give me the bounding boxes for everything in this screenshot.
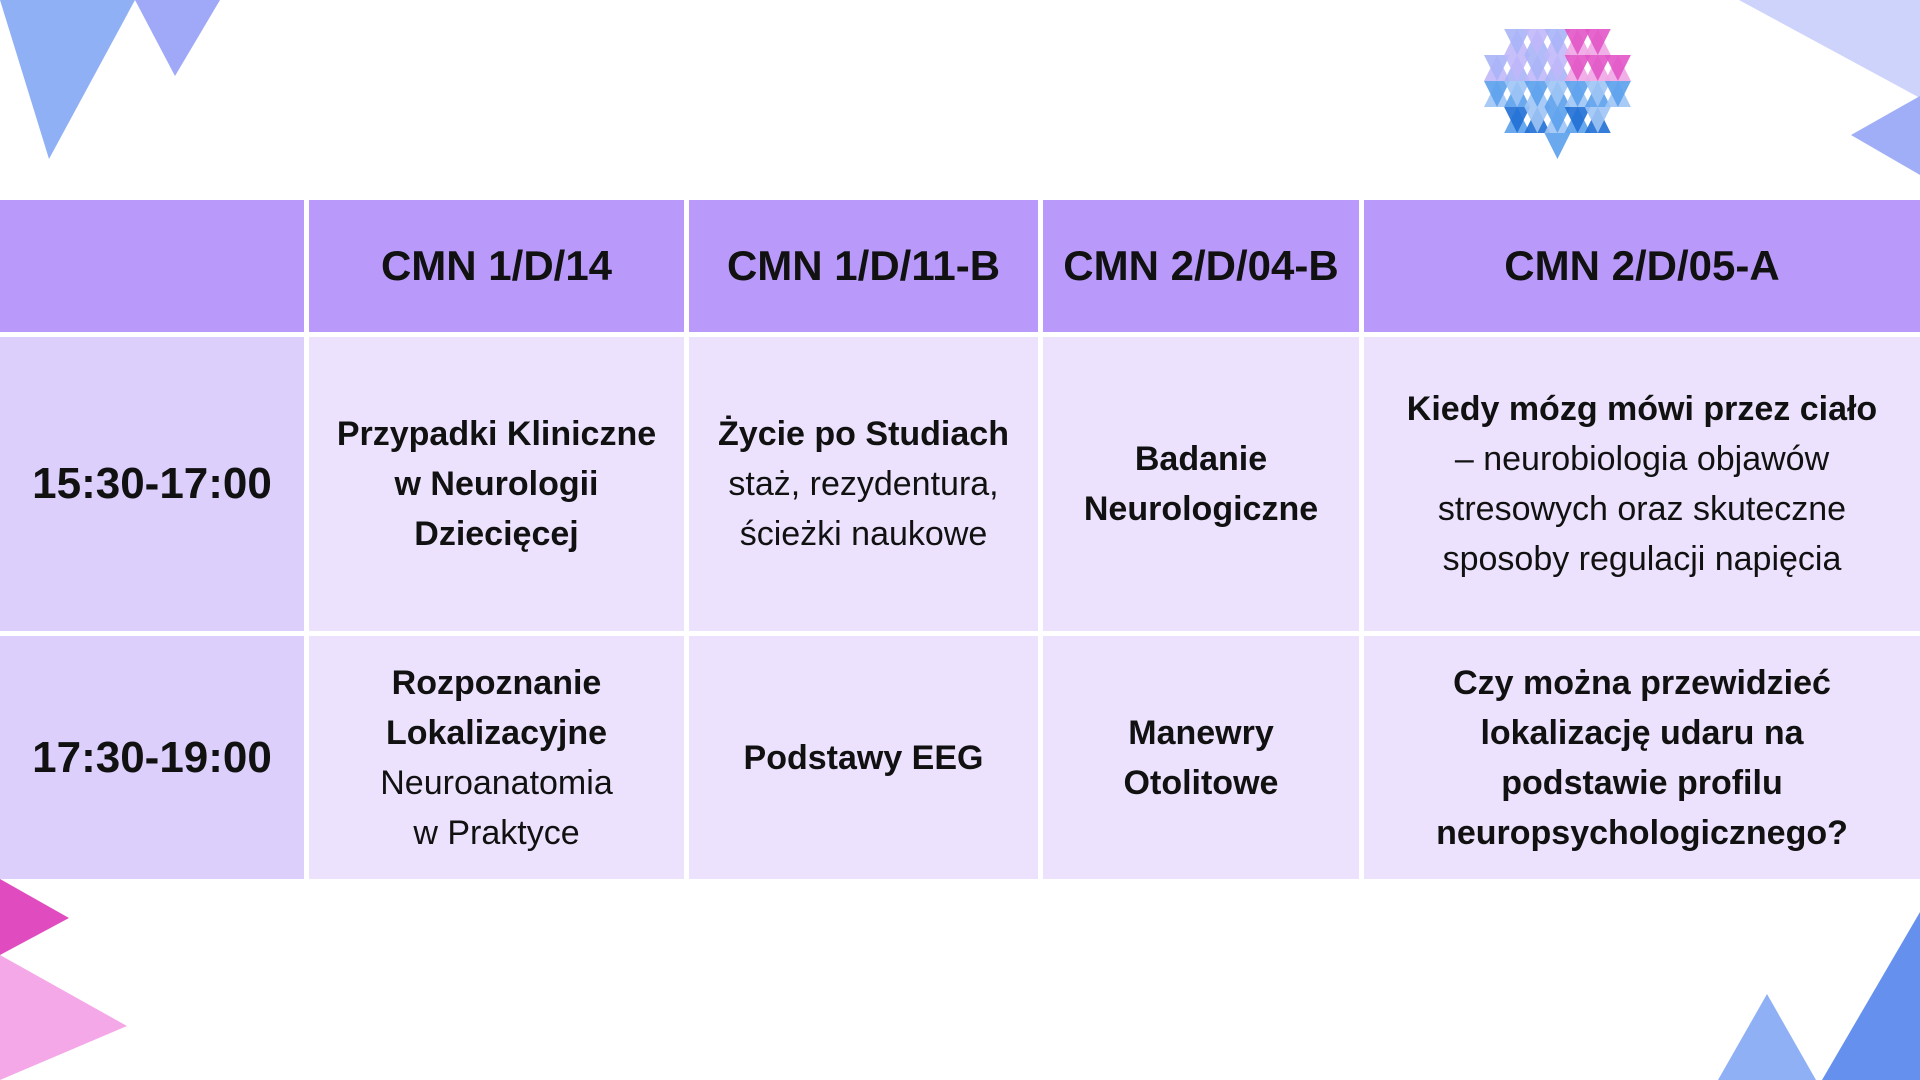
session-cell: Życie po Studiach staż, rezydentura, ścież… (689, 337, 1038, 631)
cell-line: neuropsychologicznego? (1436, 813, 1848, 852)
cell-line: Manewry (1128, 713, 1274, 752)
column-header: CMN 2/D/05-A (1364, 200, 1920, 332)
logo-triangle (1564, 55, 1591, 81)
session-cell: Badanie Neurologiczne (1043, 337, 1359, 631)
triangle (135, 0, 220, 76)
logo-triangle (1604, 55, 1631, 81)
logo-triangle (1544, 55, 1571, 81)
cell-line: Neuroanatomia (380, 763, 613, 802)
cell-line: staż, rezydentura, (728, 465, 999, 503)
cell-line: lokalizację udaru na (1480, 713, 1804, 752)
cell-line: – neurobiologia objawów (1454, 440, 1830, 478)
session-cell: Przypadki Kliniczne w Neurologii Dziecięce… (309, 337, 684, 631)
logo-triangle (1504, 55, 1531, 81)
logo-triangle (1524, 81, 1551, 107)
cell-line: podstawie profilu (1501, 763, 1783, 802)
cell-line: Podstawy EEG (743, 738, 984, 777)
logo (1484, 29, 1631, 159)
session-cell: Kiedy mózg mówi przez ciało – neurobiolog… (1364, 337, 1920, 631)
logo-triangle (1544, 29, 1571, 55)
column-header: CMN 1/D/11-B (689, 200, 1038, 332)
header-corner (0, 200, 304, 332)
session-cell: Czy można przewidzieć lokalizację udaru n… (1364, 636, 1920, 879)
logo-triangle (1504, 29, 1531, 55)
cell-line: sposoby regulacji napięcia (1442, 540, 1842, 578)
logo-triangle (1544, 107, 1571, 133)
triangle (1718, 994, 1816, 1080)
cell-line: Neurologiczne (1083, 490, 1319, 528)
cell-line: stresowych oraz skuteczne (1437, 490, 1847, 528)
session-cell: Manewry Otolitowe (1043, 636, 1359, 879)
cell-line: w Neurologii (394, 465, 599, 503)
column-header: CMN 2/D/04-B (1043, 200, 1359, 332)
triangle (0, 955, 127, 1080)
session-cell: Podstawy EEG (689, 636, 1038, 879)
cell-line: ścieżki naukowe (739, 515, 988, 553)
logo-triangle (1584, 81, 1611, 107)
cell-line: w Praktyce (413, 813, 580, 852)
logo-triangle (1604, 81, 1631, 107)
logo-triangle (1484, 81, 1510, 107)
logo-triangle (1504, 81, 1531, 107)
cell-line: Dziecięcej (414, 515, 579, 553)
logo-triangle (1564, 29, 1591, 55)
logo-triangle (1524, 107, 1551, 133)
logo-triangle (1584, 107, 1611, 133)
schedule-table: CMN 1/D/14 CMN 1/D/11-B CMN 2/D/04-B CMN 2/… (0, 200, 1920, 879)
cell-line: Przypadki Kliniczne (336, 415, 657, 453)
time-slot: 17:30-19:00 (0, 636, 304, 879)
triangle (1822, 912, 1920, 1080)
cell-line: Kiedy mózg mówi przez ciało (1406, 390, 1878, 428)
logo-triangle (1524, 55, 1551, 81)
cell-line: Lokalizacyjne (385, 713, 608, 752)
logo-triangle (1524, 29, 1551, 55)
cell-line: Życie po Studiach (718, 415, 1009, 453)
logo-triangle (1584, 29, 1611, 55)
cell-line: Czy można przewidzieć (1453, 663, 1831, 702)
triangle (1851, 96, 1920, 175)
logo-triangle (1544, 133, 1571, 159)
cell-line: Otolitowe (1123, 763, 1279, 802)
logo-triangle (1484, 55, 1510, 81)
session-cell: Rozpoznanie Lokalizacyjne Neuroanatomia w P… (309, 636, 684, 879)
logo-triangle (1544, 81, 1571, 107)
cell-line: Badanie (1134, 440, 1268, 478)
column-header: CMN 1/D/14 (309, 200, 684, 332)
logo-triangle (1564, 81, 1591, 107)
cell-line: Rozpoznanie (391, 663, 602, 702)
time-slot: 15:30-17:00 (0, 337, 304, 631)
triangle (0, 0, 135, 159)
triangle (1739, 0, 1920, 98)
logo-triangle (1564, 107, 1591, 133)
triangle (0, 879, 69, 955)
logo-triangle (1504, 107, 1531, 133)
logo-triangle (1584, 55, 1611, 81)
